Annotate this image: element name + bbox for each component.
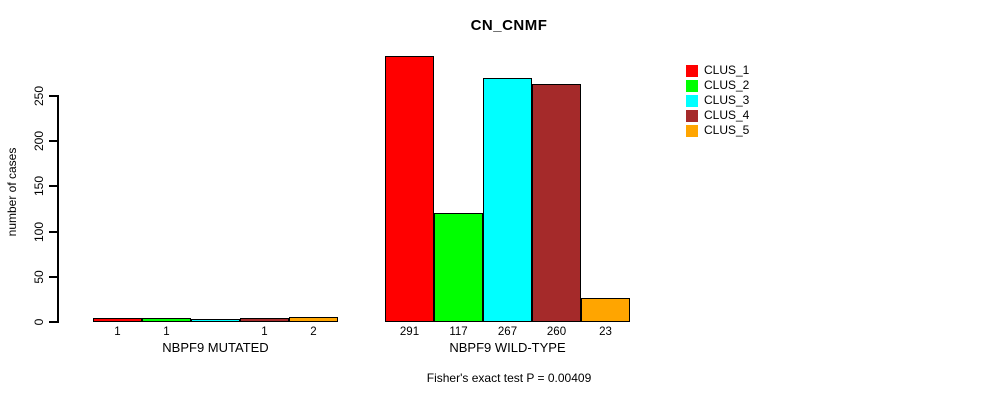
- bar-clus-1-mutated: [93, 318, 142, 322]
- bar-value-label: 267: [497, 326, 518, 338]
- legend-item-clus-1: CLUS_1: [686, 63, 749, 78]
- y-axis-label: number of cases: [5, 147, 19, 237]
- y-tick: [49, 321, 57, 323]
- legend-swatch-clus-4: [686, 109, 698, 122]
- y-tick: [49, 185, 57, 188]
- legend-label: CLUS_4: [704, 108, 750, 122]
- bar-value-label: 260: [546, 326, 567, 338]
- legend-swatch-clus-1: [686, 64, 698, 77]
- legend-item-clus-3: CLUS_3: [686, 93, 749, 108]
- legend-label: CLUS_5: [704, 123, 750, 137]
- y-tick-label: 150: [32, 176, 46, 197]
- x-axis-group-label: NBPF9 WILD-TYPE: [449, 340, 566, 355]
- bar-value-label: 117: [449, 326, 468, 338]
- bar-clus-5-wild-type: [581, 298, 630, 322]
- y-tick-label: 250: [32, 85, 46, 107]
- legend: CLUS_1 CLUS_2 CLUS_3 CLUS_4 CLUS_5: [686, 63, 749, 138]
- y-tick: [49, 230, 57, 233]
- bar-value-label: 2: [310, 326, 317, 338]
- bar-clus-4-mutated: [240, 318, 289, 322]
- y-axis-line: [57, 95, 59, 323]
- y-tick-label: 100: [32, 221, 46, 242]
- legend-swatch-clus-5: [686, 124, 698, 137]
- bar-value-label: 1: [261, 326, 268, 338]
- bar-value-label: 23: [599, 326, 612, 338]
- y-tick: [49, 95, 57, 97]
- bar-clus-4-wild-type: [532, 83, 581, 322]
- y-tick-label: 0: [32, 318, 46, 326]
- legend-swatch-clus-2: [686, 79, 698, 92]
- chart-title: CN_CNMF: [470, 17, 548, 34]
- y-tick: [49, 140, 57, 143]
- bar-value-label: 1: [114, 326, 121, 338]
- legend-item-clus-5: CLUS_5: [686, 123, 749, 138]
- bar-clus-2-mutated: [142, 318, 191, 322]
- bar-clus-3-wild-type: [483, 77, 532, 322]
- legend-label: CLUS_1: [704, 63, 750, 77]
- legend-item-clus-4: CLUS_4: [686, 108, 749, 123]
- legend-swatch-clus-3: [686, 94, 698, 107]
- y-tick-label: 200: [32, 131, 46, 152]
- legend-label: CLUS_3: [704, 93, 750, 107]
- bar-clus-5-mutated: [289, 317, 338, 322]
- bar-clus-1-wild-type: [385, 55, 434, 322]
- x-axis-group-label: NBPF9 MUTATED: [162, 340, 269, 355]
- legend-label: CLUS_2: [704, 78, 750, 92]
- y-tick: [49, 275, 57, 278]
- bar-clus-3-mutated: [191, 319, 240, 322]
- bar-value-label: 291: [399, 326, 420, 338]
- legend-item-clus-2: CLUS_2: [686, 78, 749, 93]
- footer-note: Fisher's exact test P = 0.00409: [426, 371, 592, 385]
- y-tick-label: 50: [32, 270, 46, 284]
- bar-clus-2-wild-type: [434, 213, 483, 322]
- bar-value-label: 1: [163, 326, 170, 338]
